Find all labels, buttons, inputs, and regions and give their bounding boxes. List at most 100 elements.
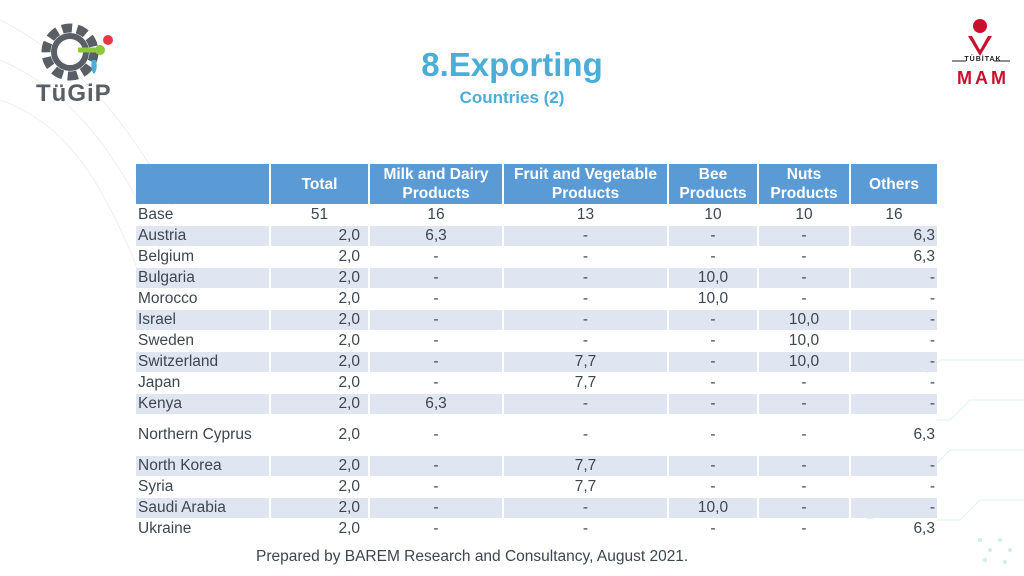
cell-others: -	[851, 352, 937, 372]
cell-nuts: -	[759, 415, 849, 455]
cell-milk: 6,3	[370, 394, 502, 414]
row-label: Bulgaria	[136, 268, 269, 288]
row-label: Austria	[136, 226, 269, 246]
table-row: Ukraine 2,0 - - - - 6,3	[136, 519, 937, 539]
table-header-row: Total Milk and Dairy Products Fruit and …	[136, 164, 937, 204]
cell-nuts: -	[759, 247, 849, 267]
cell-bee: 10	[669, 205, 757, 225]
cell-others: -	[851, 477, 937, 497]
row-label: Switzerland	[136, 352, 269, 372]
cell-total: 2,0	[271, 498, 368, 518]
cell-fruit: 7,7	[504, 456, 667, 476]
row-label: Kenya	[136, 394, 269, 414]
cell-bee: -	[669, 394, 757, 414]
cell-total: 2,0	[271, 519, 368, 539]
cell-others: -	[851, 310, 937, 330]
row-label: North Korea	[136, 456, 269, 476]
cell-fruit: -	[504, 394, 667, 414]
row-label: Northern Cyprus	[136, 415, 269, 455]
table-row: Japan 2,0 - 7,7 - - -	[136, 373, 937, 393]
cell-nuts: -	[759, 289, 849, 309]
column-header-bee: Bee Products	[669, 164, 757, 204]
cell-others: 6,3	[851, 519, 937, 539]
cell-fruit: -	[504, 247, 667, 267]
cell-others: 6,3	[851, 415, 937, 455]
column-header-fruit: Fruit and Vegetable Products	[504, 164, 667, 204]
table-row: Morocco 2,0 - - 10,0 - -	[136, 289, 937, 309]
cell-milk: -	[370, 268, 502, 288]
cell-total: 2,0	[271, 456, 368, 476]
cell-fruit: -	[504, 226, 667, 246]
cell-others: -	[851, 373, 937, 393]
row-label: Base	[136, 205, 269, 225]
cell-bee: -	[669, 226, 757, 246]
table-row: Saudi Arabia 2,0 - - 10,0 - -	[136, 498, 937, 518]
page-subtitle: Countries (2)	[459, 88, 565, 107]
cell-bee: -	[669, 247, 757, 267]
table-row: Syria 2,0 - 7,7 - - -	[136, 477, 937, 497]
cell-milk: -	[370, 415, 502, 455]
cell-milk: -	[370, 477, 502, 497]
right-logo-bottom-text: MAM	[957, 68, 1009, 88]
cell-others: -	[851, 456, 937, 476]
footer-credit: Prepared by BAREM Research and Consultan…	[256, 548, 689, 565]
cell-bee: -	[669, 310, 757, 330]
cell-fruit: -	[504, 498, 667, 518]
column-header-label	[136, 164, 269, 204]
page-title: 8.Exporting	[421, 46, 603, 83]
cell-fruit: 7,7	[504, 373, 667, 393]
cell-total: 2,0	[271, 247, 368, 267]
cell-nuts: -	[759, 456, 849, 476]
cell-bee: -	[669, 519, 757, 539]
column-header-nuts: Nuts Products	[759, 164, 849, 204]
row-label: Belgium	[136, 247, 269, 267]
cell-milk: -	[370, 373, 502, 393]
cell-milk: -	[370, 310, 502, 330]
cell-others: -	[851, 268, 937, 288]
row-label: Japan	[136, 373, 269, 393]
cell-nuts: -	[759, 519, 849, 539]
cell-bee: -	[669, 373, 757, 393]
export-countries-table: Total Milk and Dairy Products Fruit and …	[134, 163, 939, 540]
table-row: Israel 2,0 - - - 10,0 -	[136, 310, 937, 330]
cell-fruit: 7,7	[504, 477, 667, 497]
cell-total: 2,0	[271, 477, 368, 497]
cell-others: -	[851, 498, 937, 518]
cell-milk: -	[370, 289, 502, 309]
cell-milk: -	[370, 247, 502, 267]
right-logo-top-text: TÜBİTAK	[964, 56, 1002, 63]
cell-nuts: 10,0	[759, 352, 849, 372]
cell-nuts: -	[759, 498, 849, 518]
cell-nuts: -	[759, 373, 849, 393]
row-label: Sweden	[136, 331, 269, 351]
cell-total: 2,0	[271, 289, 368, 309]
cell-bee: 10,0	[669, 289, 757, 309]
cell-others: 6,3	[851, 247, 937, 267]
cell-nuts: 10	[759, 205, 849, 225]
table-row: North Korea 2,0 - 7,7 - - -	[136, 456, 937, 476]
cell-milk: -	[370, 456, 502, 476]
cell-bee: -	[669, 331, 757, 351]
cell-total: 2,0	[271, 373, 368, 393]
cell-fruit: -	[504, 331, 667, 351]
table-row: Northern Cyprus 2,0 - - - - 6,3	[136, 415, 937, 455]
cell-total: 2,0	[271, 310, 368, 330]
cell-fruit: -	[504, 310, 667, 330]
cell-bee: -	[669, 352, 757, 372]
cell-total: 2,0	[271, 415, 368, 455]
cell-others: 6,3	[851, 226, 937, 246]
left-logo-text: TüGiP	[36, 80, 112, 107]
cell-total: 2,0	[271, 352, 368, 372]
cell-milk: -	[370, 331, 502, 351]
row-label: Ukraine	[136, 519, 269, 539]
cell-milk: -	[370, 498, 502, 518]
cell-nuts: 10,0	[759, 331, 849, 351]
cell-milk: 16	[370, 205, 502, 225]
cell-nuts: -	[759, 477, 849, 497]
column-header-others: Others	[851, 164, 937, 204]
cell-nuts: -	[759, 226, 849, 246]
cell-fruit: 7,7	[504, 352, 667, 372]
cell-milk: -	[370, 352, 502, 372]
cell-nuts: -	[759, 394, 849, 414]
row-label: Syria	[136, 477, 269, 497]
